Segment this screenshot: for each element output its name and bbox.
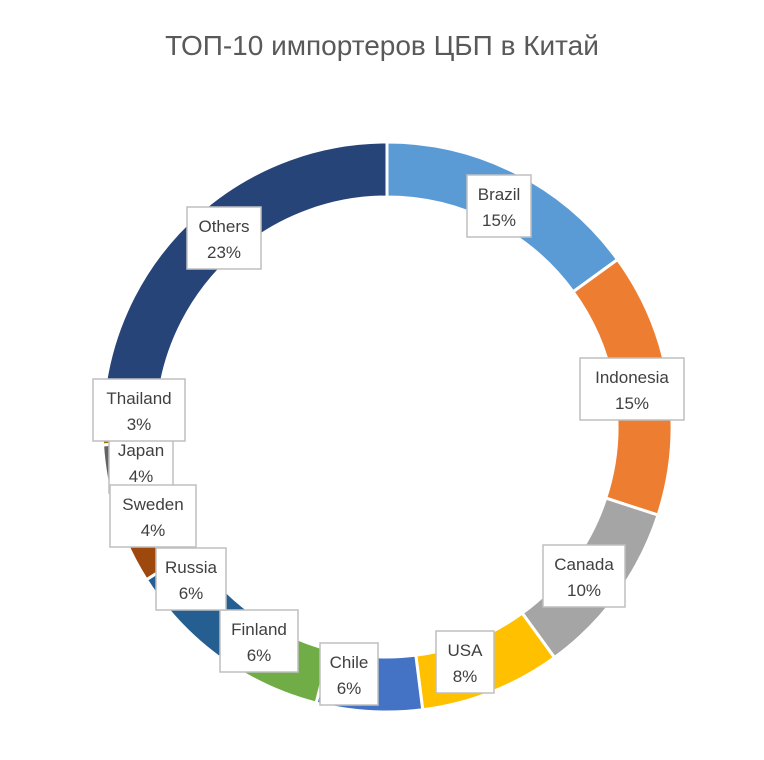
data-label-value: 3% [127,415,152,434]
data-label-box [219,609,299,673]
data-label-category: USA [448,641,484,660]
data-label-value: 4% [129,467,154,486]
data-label-canada: Canada 10% [542,544,626,608]
data-label-box [579,357,685,421]
data-label-box [435,630,495,694]
data-label-category: Indonesia [595,368,669,387]
data-label-value: 6% [247,646,272,665]
data-label-box [109,484,197,548]
data-label-usa: USA 8% [435,630,495,694]
data-label-category: Sweden [122,495,183,514]
data-label-finland: Finland 6% [219,609,299,673]
data-label-value: 10% [567,581,601,600]
data-label-value: 15% [482,211,516,230]
data-label-indonesia: Indonesia 15% [579,357,685,421]
data-label-category: Thailand [106,389,171,408]
data-label-category: Canada [554,555,614,574]
data-label-category: Others [198,217,249,236]
data-label-box [466,174,532,238]
data-label-sweden: Sweden 4% [109,484,197,548]
chart-title: ТОП-10 импортеров ЦБП в Китай [165,30,599,61]
data-label-category: Russia [165,558,218,577]
labels-group: Brazil 15% Indonesia 15% Canada 10% USA 8% Chile… [92,174,685,706]
slice-others [102,140,389,400]
data-label-thailand: Thailand 3% [92,378,186,442]
data-label-value: 8% [453,667,478,686]
data-label-value: 15% [615,394,649,413]
data-label-category: Finland [231,620,287,639]
data-label-box [542,544,626,608]
data-label-box [92,378,186,442]
data-label-value: 6% [179,584,204,603]
data-label-russia: Russia 6% [155,547,227,611]
data-label-others: Others 23% [186,206,262,270]
data-label-value: 4% [141,521,166,540]
data-label-value: 6% [337,679,362,698]
data-label-chile: Chile 6% [319,642,379,706]
data-label-category: Chile [330,653,369,672]
data-label-category: Brazil [478,185,521,204]
data-label-category: Japan [118,441,164,460]
data-label-box [319,642,379,706]
data-label-value: 23% [207,243,241,262]
data-label-box [186,206,262,270]
data-label-brazil: Brazil 15% [466,174,532,238]
data-label-box [155,547,227,611]
